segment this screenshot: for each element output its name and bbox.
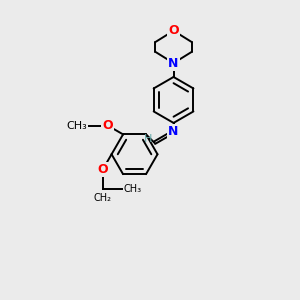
Text: CH₂: CH₂ (94, 193, 112, 203)
Text: H: H (144, 134, 152, 144)
Text: O: O (168, 24, 179, 37)
Text: O: O (98, 163, 108, 176)
Text: CH₃: CH₃ (123, 184, 142, 194)
Text: N: N (168, 125, 179, 138)
Text: O: O (102, 119, 113, 132)
Text: N: N (168, 57, 179, 70)
Text: CH₃: CH₃ (66, 121, 87, 130)
